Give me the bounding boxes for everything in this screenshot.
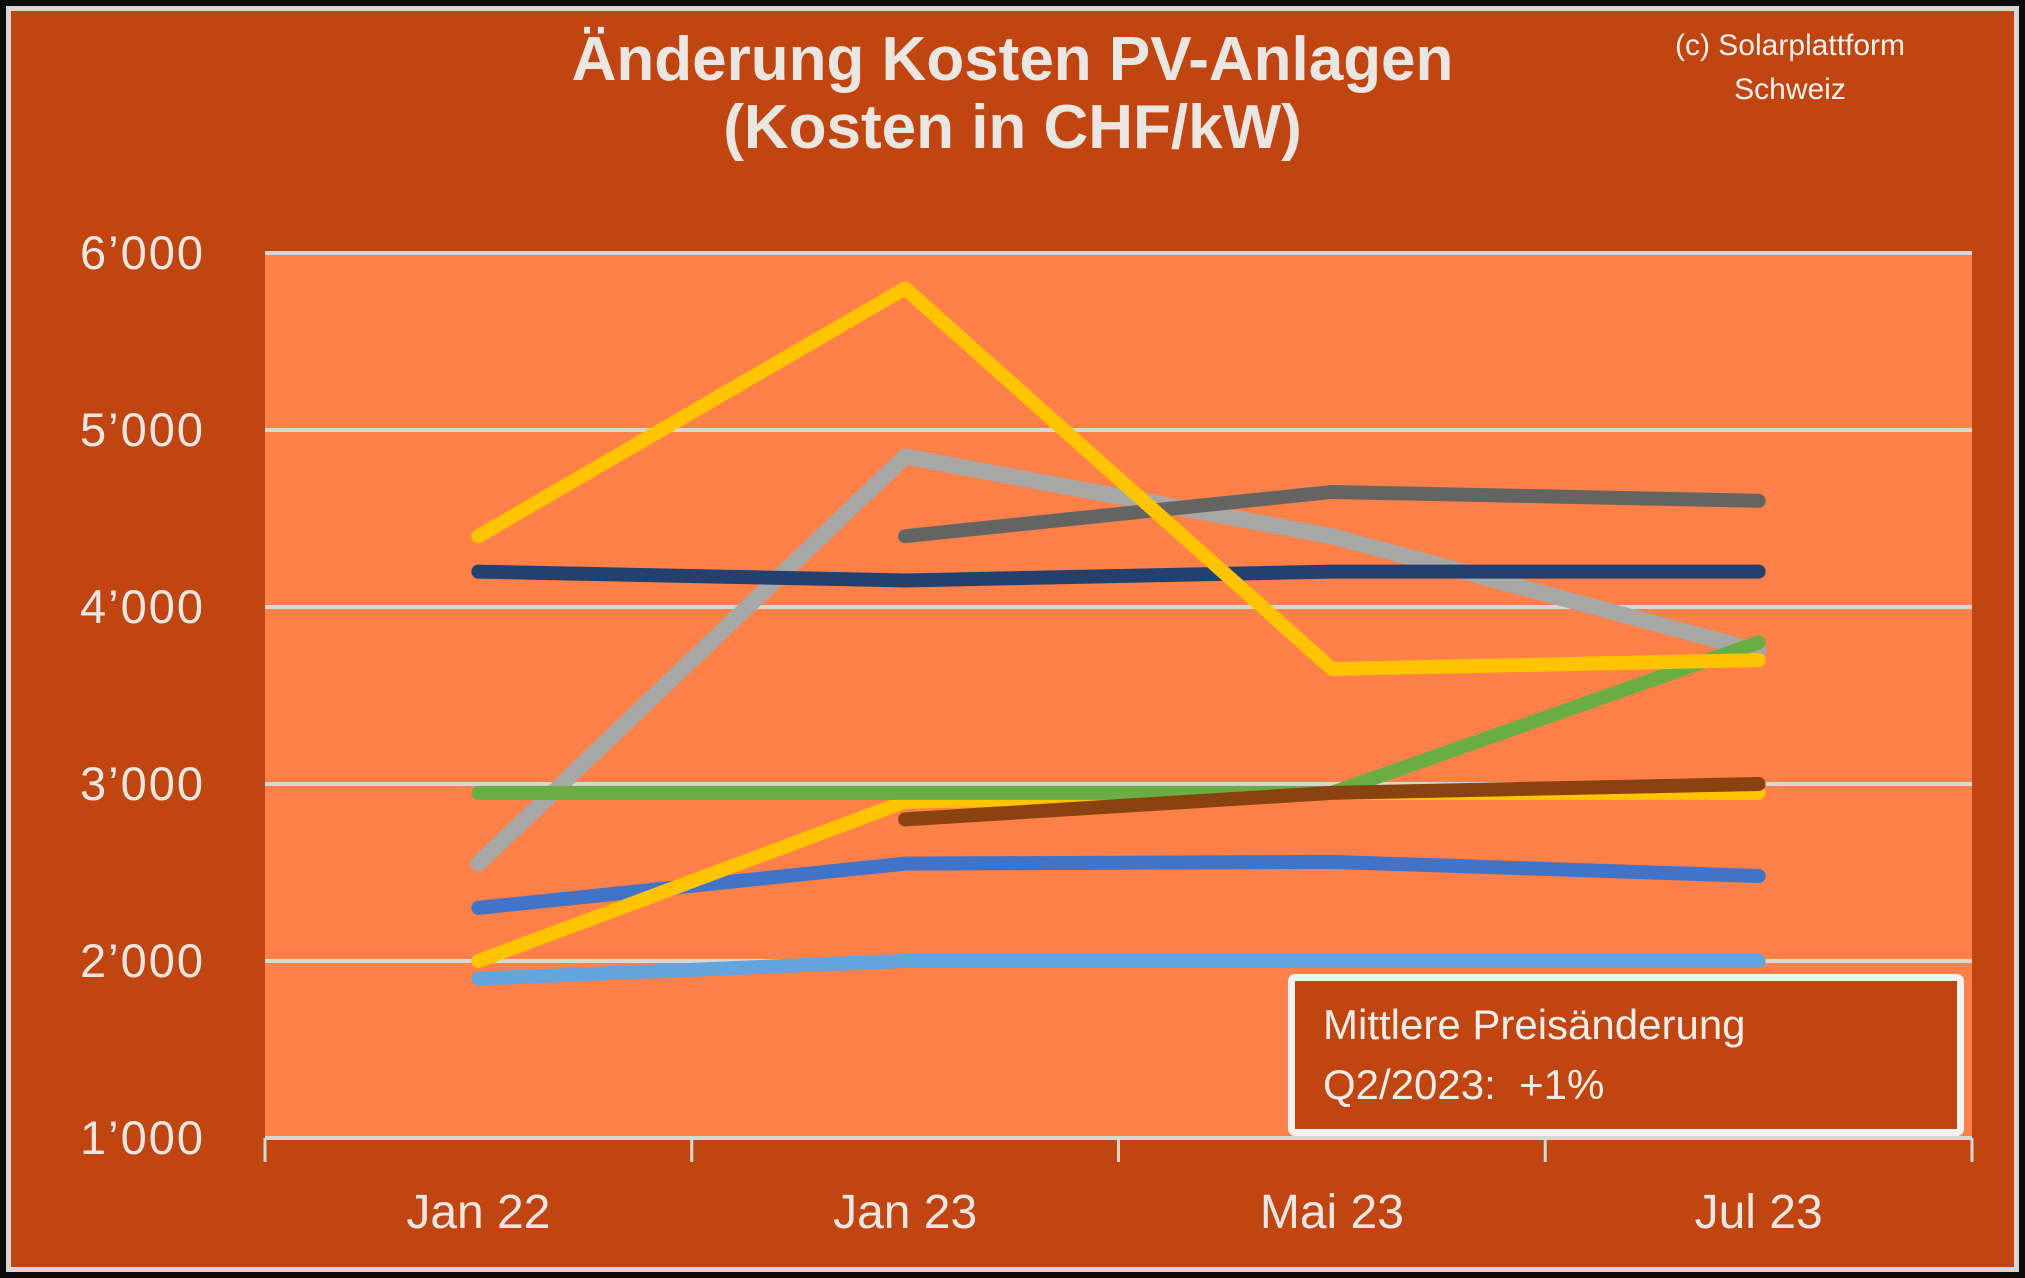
x-axis-label: Jan 23 [833,1186,977,1239]
series-line-dark-gray [898,484,1766,544]
copyright-line2: Schweiz [1734,72,1846,106]
y-axis-label: 3’000 [80,757,205,810]
copyright-note: (c) Solarplattform Schweiz [1625,24,1955,111]
y-axis-label: 4’000 [80,580,205,633]
series-line-gold [471,281,1766,676]
series-line-light-blue [471,954,1766,986]
x-axis-label: Jan 22 [406,1186,550,1239]
y-axis-label: 6’000 [80,226,205,279]
copyright-line1: (c) Solarplattform [1674,29,1906,62]
y-axis-label: 1’000 [80,1111,205,1164]
chart-title-line1: Änderung Kosten PV-Anlagen [571,25,1454,94]
y-axis-label: 2’000 [80,934,205,987]
annotation-line1: Mittlere Preisänderung [1323,1001,1746,1048]
series-line-brown [898,777,1766,827]
series-line-navy [471,564,1766,588]
chart-title-line2: (Kosten in CHF/kW) [723,93,1302,163]
chart-title: Änderung Kosten PV-Anlagen (Kosten in CH… [0,25,2025,163]
series-line-green [471,635,1766,800]
price-change-annotation: Mittlere Preisänderung Q2/2023: +1% [1288,974,1964,1136]
x-axis-label: Mai 23 [1260,1186,1404,1239]
series-line-silver [470,448,1767,872]
x-axis-label: Jul 23 [1695,1186,1823,1239]
annotation-line2: Q2/2023: +1% [1323,1060,1605,1108]
y-axis-label: 5’000 [80,403,205,456]
